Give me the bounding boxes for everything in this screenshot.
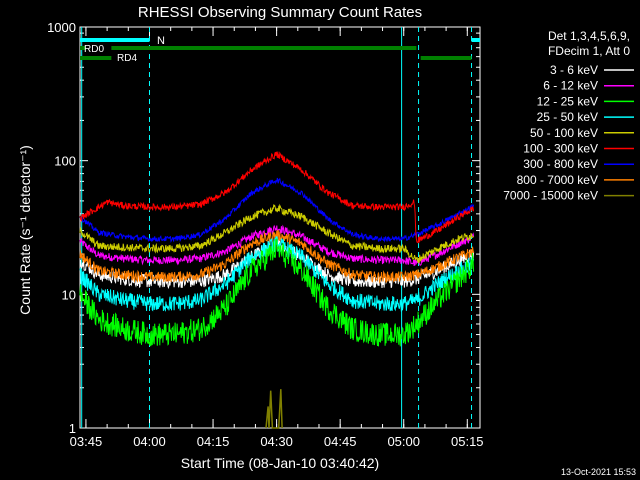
attenuator-label: N <box>157 35 165 47</box>
plot-area: 1 10 100 1000 03:45 04:00 04:15 04:30 04:45 05:00… <box>47 20 483 449</box>
x-tick-label: 03:45 <box>70 434 103 449</box>
attenuator-label: RD0 <box>84 44 104 55</box>
legend-label: 100 - 300 keV <box>523 142 598 156</box>
y-tick-label: 100 <box>54 154 76 169</box>
x-tick-label: 04:15 <box>197 434 230 449</box>
series-line <box>79 177 475 244</box>
y-axis-label: Count Rate (s⁻¹ detector⁻¹) <box>17 145 33 315</box>
x-tick-label: 04:00 <box>133 434 166 449</box>
y-tick-label: 1000 <box>47 20 76 35</box>
x-tick-label: 05:15 <box>451 434 484 449</box>
legend-label: 25 - 50 keV <box>537 110 598 124</box>
legend-label: 3 - 6 keV <box>550 63 598 77</box>
legend-label: 300 - 800 keV <box>523 157 598 171</box>
y-tick-label: 10 <box>62 287 76 302</box>
x-tick-label: 04:45 <box>324 434 357 449</box>
plot-frame <box>79 26 481 429</box>
series-line <box>79 236 475 312</box>
footer-date: 13-Oct-2021 15:53 <box>561 467 636 477</box>
y-tick-label: 1 <box>69 421 76 436</box>
legend-label: 800 - 7000 keV <box>517 173 598 187</box>
legend-header: Det 1,3,4,5,6,9, <box>548 29 630 43</box>
series-line-7000-15000kev <box>265 389 283 429</box>
legend-label: 50 - 100 keV <box>530 126 598 140</box>
legend-header: FDecim 1, Att 0 <box>548 44 630 58</box>
series-line <box>79 238 475 347</box>
series-line <box>79 224 475 267</box>
x-tick-label: 04:30 <box>260 434 293 449</box>
legend: Det 1,3,4,5,6,9,FDecim 1, Att 0 3 - 6 keV… <box>503 29 634 203</box>
series-line <box>79 229 475 284</box>
series-line <box>79 203 474 264</box>
chart-title: RHESSI Observing Summary Count Rates <box>138 4 422 21</box>
legend-label: 6 - 12 keV <box>543 79 598 93</box>
x-axis-label: Start Time (08-Jan-10 03:40:42) <box>181 455 379 471</box>
series-line <box>79 151 475 244</box>
attenuator-label: RD4 <box>117 53 137 64</box>
legend-label: 12 - 25 keV <box>537 94 598 108</box>
legend-label: 7000 - 15000 keV <box>503 189 598 203</box>
x-tick-label: 05:00 <box>387 434 420 449</box>
